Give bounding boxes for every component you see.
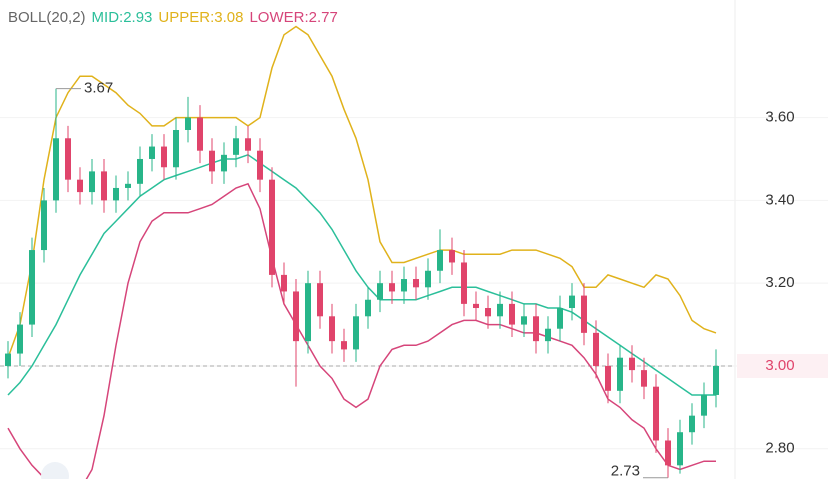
candle-body xyxy=(521,316,527,325)
candle-body xyxy=(473,303,479,309)
candle-body xyxy=(605,365,611,391)
candle-body xyxy=(617,357,623,391)
bands xyxy=(7,25,717,479)
candle-body xyxy=(593,332,599,366)
candle-body xyxy=(173,129,179,168)
candle-body xyxy=(329,316,335,342)
candle-body xyxy=(233,138,239,155)
candle-body xyxy=(713,365,719,395)
candle-body xyxy=(689,415,695,433)
candle-body xyxy=(497,303,503,317)
candle-body xyxy=(341,341,347,350)
y-tick-label: 3.40 xyxy=(765,191,794,208)
candle-body xyxy=(437,250,443,271)
candle-body xyxy=(509,303,515,325)
candle-body xyxy=(377,283,383,300)
candle-body xyxy=(137,158,143,184)
candle-body xyxy=(581,295,587,333)
candle-body xyxy=(281,274,287,292)
candle-body xyxy=(293,291,299,342)
candle-body xyxy=(677,432,683,466)
candle-body xyxy=(365,299,371,317)
grid: 2.80 3.00 3.20 3.40 3.60 xyxy=(0,109,828,457)
y-tick-label: 3.00 xyxy=(765,357,794,374)
candle-body xyxy=(41,200,47,251)
band-line xyxy=(7,25,717,358)
legend: BOLL(20,2) MID:2.93 UPPER:3.08 LOWER:2.77 xyxy=(8,9,338,26)
band-line xyxy=(7,153,716,396)
band-line xyxy=(7,182,716,479)
candle-body xyxy=(257,150,263,180)
candle-body xyxy=(401,279,407,292)
candle-body xyxy=(701,394,707,416)
candle-body xyxy=(53,138,59,201)
candle-body xyxy=(629,357,635,371)
legend-entry: LOWER:2.77 xyxy=(249,9,337,26)
indicator-label: BOLL(20,2) xyxy=(8,9,86,26)
candle-body xyxy=(305,283,311,342)
candle-body xyxy=(113,187,119,201)
candle-body xyxy=(29,250,35,325)
candle-body xyxy=(641,370,647,387)
candle-body xyxy=(65,138,71,180)
candle-body xyxy=(185,117,191,130)
candle-body xyxy=(533,316,539,342)
y-tick-label: 3.60 xyxy=(765,109,794,126)
legend-entry: UPPER:3.08 xyxy=(158,9,243,26)
candle-body xyxy=(221,154,227,172)
candle-body xyxy=(101,171,107,201)
icon xyxy=(41,462,69,479)
candle-body xyxy=(269,179,275,275)
price-tag xyxy=(737,353,828,378)
candle-body xyxy=(197,117,203,151)
candle-body xyxy=(665,440,671,466)
candle-body xyxy=(77,179,83,193)
candle-body xyxy=(17,324,23,354)
candle-body xyxy=(389,283,395,292)
candle-body xyxy=(413,279,419,288)
legend-entry: MID:2.93 xyxy=(92,9,153,26)
candles: 3.67 2.73 xyxy=(5,80,719,479)
candle-body xyxy=(485,308,491,317)
candle-body xyxy=(461,262,467,304)
candle-body xyxy=(353,316,359,350)
min-label: 2.73 xyxy=(611,463,640,479)
y-tick-label: 3.20 xyxy=(765,274,794,291)
candle-body xyxy=(449,250,455,263)
candle-body xyxy=(317,283,323,317)
candle-body xyxy=(569,295,575,309)
candle-body xyxy=(557,308,563,329)
candle-body xyxy=(245,138,251,151)
candle-body xyxy=(89,171,95,193)
candle-body xyxy=(161,146,167,168)
candle-body xyxy=(5,353,11,366)
candle-body xyxy=(149,146,155,159)
candle-body xyxy=(545,328,551,342)
candle-body xyxy=(425,270,431,288)
candle-body xyxy=(125,183,131,188)
candle-body xyxy=(653,386,659,441)
y-tick-label: 2.80 xyxy=(765,440,794,457)
candle-body xyxy=(209,150,215,172)
max-label: 3.67 xyxy=(84,80,113,97)
